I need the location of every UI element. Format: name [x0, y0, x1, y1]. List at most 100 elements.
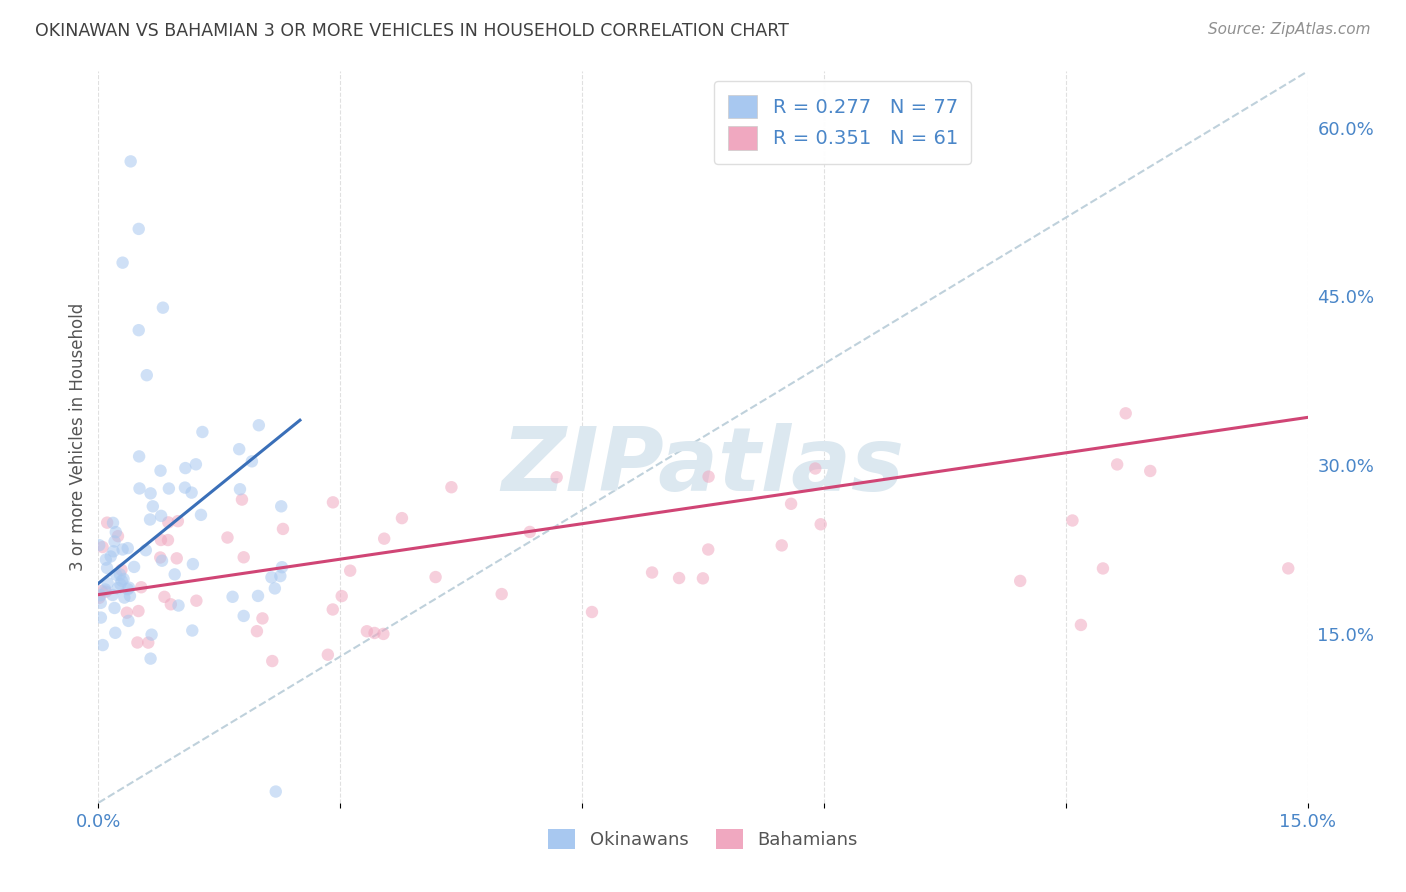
- Point: [103, 601, 125, 615]
- Point: [139, 651, 162, 665]
- Point: [232, 550, 254, 565]
- Point: [142, 500, 165, 514]
- Point: [440, 480, 463, 494]
- Point: [94, 552, 117, 566]
- Point: [316, 648, 339, 662]
- Point: [153, 590, 176, 604]
- Point: [373, 532, 395, 546]
- Point: [228, 442, 250, 457]
- Point: [112, 591, 135, 605]
- Point: [111, 255, 134, 269]
- Point: [107, 581, 129, 595]
- Y-axis label: 3 or more Vehicles in Household: 3 or more Vehicles in Household: [69, 303, 87, 571]
- Point: [128, 222, 150, 236]
- Point: [356, 624, 378, 639]
- Point: [156, 533, 179, 547]
- Point: [363, 626, 385, 640]
- Point: [697, 542, 720, 557]
- Point: [129, 580, 152, 594]
- Point: [217, 531, 239, 545]
- Point: [128, 323, 150, 337]
- Point: [190, 508, 212, 522]
- Point: [180, 485, 202, 500]
- Point: [425, 570, 447, 584]
- Point: [641, 566, 664, 580]
- Point: [247, 589, 270, 603]
- Point: [231, 492, 253, 507]
- Point: [101, 588, 124, 602]
- Point: [186, 593, 208, 607]
- Point: [139, 512, 162, 526]
- Point: [90, 583, 112, 598]
- Point: [122, 560, 145, 574]
- Point: [127, 604, 149, 618]
- Point: [232, 609, 254, 624]
- Point: [115, 606, 138, 620]
- Point: [135, 543, 157, 558]
- Point: [240, 454, 263, 468]
- Point: [110, 563, 132, 577]
- Point: [128, 450, 150, 464]
- Point: [105, 567, 128, 582]
- Point: [149, 464, 172, 478]
- Point: [120, 154, 142, 169]
- Point: [546, 470, 568, 484]
- Point: [150, 554, 173, 568]
- Point: [117, 582, 139, 597]
- Point: [101, 516, 124, 530]
- Point: [150, 508, 173, 523]
- Point: [90, 588, 112, 602]
- Point: [104, 625, 127, 640]
- Point: [149, 550, 172, 565]
- Point: [191, 425, 214, 439]
- Point: [104, 525, 127, 540]
- Point: [252, 611, 274, 625]
- Point: [94, 582, 117, 597]
- Point: [221, 590, 243, 604]
- Legend: Okinawans, Bahamians: Okinawans, Bahamians: [541, 822, 865, 856]
- Text: ZIPatlas: ZIPatlas: [502, 423, 904, 510]
- Point: [373, 627, 395, 641]
- Point: [167, 599, 190, 613]
- Text: Source: ZipAtlas.com: Source: ZipAtlas.com: [1208, 22, 1371, 37]
- Point: [174, 481, 197, 495]
- Point: [1062, 514, 1084, 528]
- Point: [103, 534, 125, 549]
- Point: [163, 567, 186, 582]
- Point: [96, 516, 118, 530]
- Point: [110, 577, 132, 591]
- Point: [1107, 458, 1129, 472]
- Point: [519, 524, 541, 539]
- Point: [136, 635, 159, 649]
- Point: [491, 587, 513, 601]
- Point: [91, 638, 114, 652]
- Point: [103, 544, 125, 558]
- Point: [260, 570, 283, 584]
- Point: [112, 572, 135, 586]
- Point: [1091, 561, 1114, 575]
- Point: [322, 602, 344, 616]
- Point: [262, 654, 284, 668]
- Point: [229, 482, 252, 496]
- Point: [107, 529, 129, 543]
- Point: [139, 486, 162, 500]
- Point: [810, 517, 832, 532]
- Point: [271, 560, 294, 574]
- Point: [108, 567, 131, 582]
- Point: [247, 418, 270, 433]
- Point: [391, 511, 413, 525]
- Point: [152, 301, 174, 315]
- Text: OKINAWAN VS BAHAMIAN 3 OR MORE VEHICLES IN HOUSEHOLD CORRELATION CHART: OKINAWAN VS BAHAMIAN 3 OR MORE VEHICLES …: [35, 22, 789, 40]
- Point: [269, 569, 291, 583]
- Point: [141, 627, 163, 641]
- Point: [246, 624, 269, 639]
- Point: [339, 564, 361, 578]
- Point: [117, 614, 139, 628]
- Point: [271, 522, 294, 536]
- Point: [581, 605, 603, 619]
- Point: [160, 597, 183, 611]
- Point: [322, 495, 344, 509]
- Point: [804, 461, 827, 475]
- Point: [149, 533, 172, 547]
- Point: [330, 589, 353, 603]
